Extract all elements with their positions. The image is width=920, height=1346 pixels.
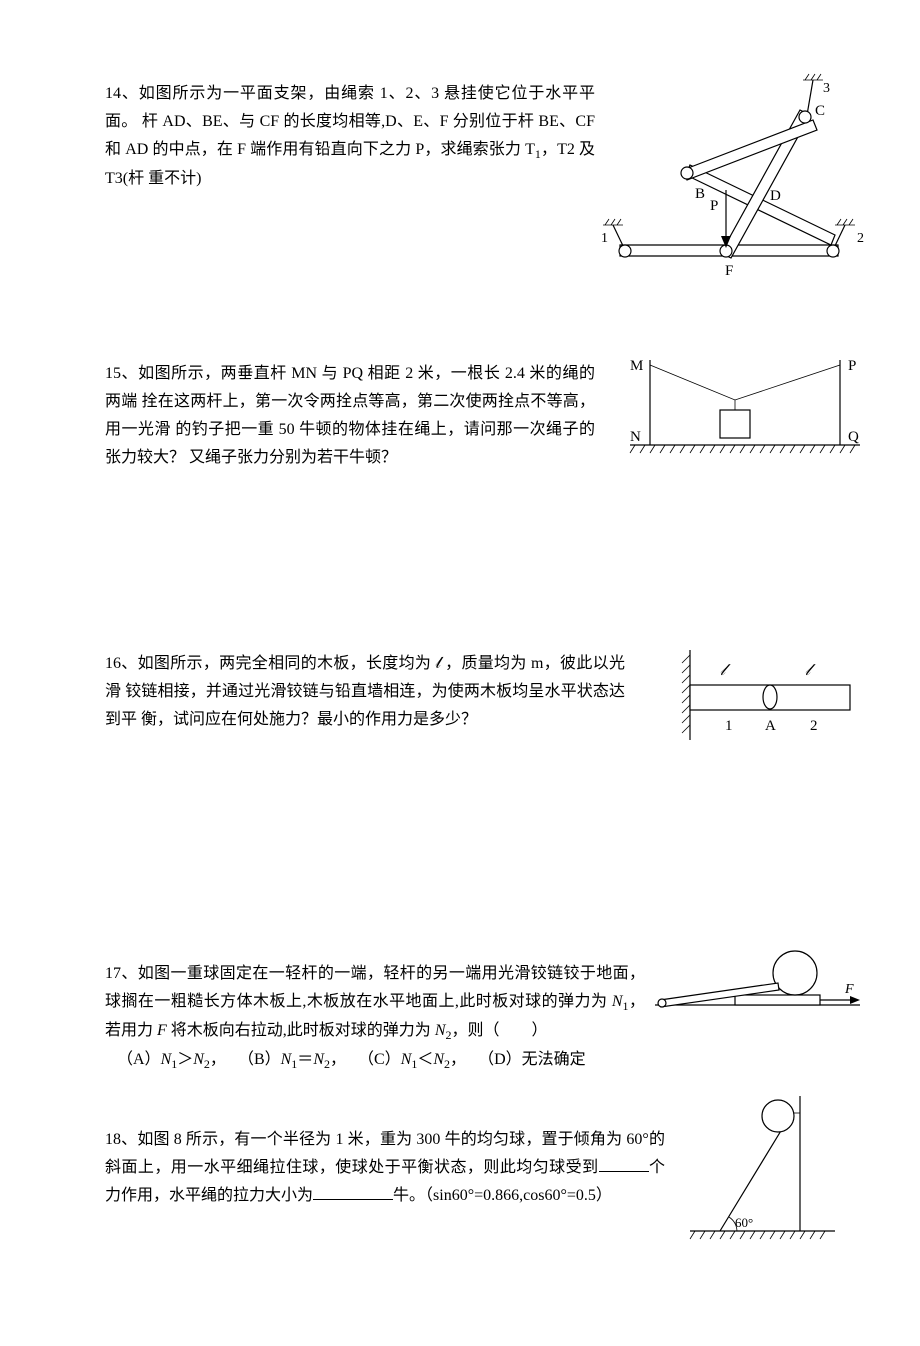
optC-pre: （C） (358, 1051, 401, 1068)
problem-15-text: 15、如图所示，两垂直杆 MN 与 PQ 相距 2 米，一根长 2.4 米的绳的… (105, 360, 595, 472)
q17-N1a: N (612, 993, 623, 1010)
lbl-F17: F (844, 982, 854, 997)
q18-l3: 力作用，水平绳的拉力大小为 (105, 1187, 313, 1204)
q16-num: 16、 (105, 655, 138, 672)
problem-16-text: 16、如图所示，两完全相同的木板，长度均为 𝓁 ，质量均为 m，彼此以光滑 铰链… (105, 650, 625, 734)
lbl-D: D (770, 188, 781, 204)
blank-1 (599, 1155, 649, 1172)
optD-pre: （D）无法确定 (478, 1051, 586, 1068)
problem-15: 15、如图所示，两垂直杆 MN 与 PQ 相距 2 米，一根长 2.4 米的绳的… (105, 360, 815, 530)
lbl-P: P (848, 358, 856, 374)
q15-l4: 又绳子张力分别为若干牛顿？ (189, 449, 397, 466)
q18-l2b: 个 (649, 1159, 665, 1176)
lbl-n1: 1 (725, 718, 733, 734)
q17-num: 17、 (105, 965, 138, 982)
problem-18-text: 18、如图 8 所示，有一个半径为 1 米，重为 300 牛的均匀球，置于倾角为… (105, 1126, 665, 1210)
q14-num: 14、 (105, 85, 139, 102)
q14-l4: 重不计) (148, 170, 201, 187)
blank-2 (313, 1183, 393, 1200)
q16-l3: 衡，试问应在何处施力？最小的作用力是多少？ (141, 711, 477, 728)
lbl-N: N (630, 429, 641, 445)
diagram-18: 60° (685, 1091, 845, 1251)
q18-l1: 如图 8 所示，有一个半径为 1 米，重为 300 牛的均匀球，置于倾角为 60… (137, 1131, 665, 1148)
q15-num: 15、 (105, 365, 138, 382)
q17-l1: 如图一重球固定在一轻杆的一端，轻杆的另一端用光滑铰链铰于地面， (138, 965, 645, 982)
diagram-14: B C D F P 1 2 3 (595, 70, 875, 300)
q18-num: 18、 (105, 1131, 137, 1148)
problem-14: 14、如图所示为一平面支架，由绳索 1、2、3 悬挂使它位于水平平面。 杆 AD… (105, 80, 815, 300)
diagram-16: 𝓁 𝓁 1 A 2 (665, 645, 865, 745)
lbl-F: F (725, 263, 733, 279)
q17-l3c: ，则（ ） (451, 1022, 547, 1039)
problem-16: 16、如图所示，两完全相同的木板，长度均为 𝓁 ，质量均为 m，彼此以光滑 铰链… (105, 650, 815, 800)
q17-l2: 球搁在一粗糙长方体木板上,木板放在水平地面上,此时板对球的弹力为 (105, 993, 612, 1010)
q17-F: F (157, 1022, 167, 1039)
lbl-C: C (815, 103, 825, 119)
optA-pre: （A） (117, 1051, 161, 1068)
problem-17: 17、如图一重球固定在一轻杆的一端，轻杆的另一端用光滑铰链铰于地面， 球搁在一粗… (105, 960, 815, 1076)
lbl-A: A (765, 718, 776, 734)
q17-l3: 若用力 (105, 1022, 157, 1039)
lbl-B: B (695, 186, 705, 202)
lbl-l2: 𝓁 (805, 662, 816, 679)
q18-l3b: 牛。（sin60°=0.866,cos60°=0.5） (393, 1187, 612, 1204)
lbl-60: 60° (735, 1215, 753, 1230)
problem-17-text: 17、如图一重球固定在一轻杆的一端，轻杆的另一端用光滑铰链铰于地面， 球搁在一粗… (105, 960, 645, 1076)
lbl-M: M (630, 358, 643, 374)
lbl-P: P (710, 198, 718, 214)
q17-l3b: 将木板向右拉动,此时板对球的弹力为 (167, 1022, 435, 1039)
q18-l2: 斜面上，用一水平细绳拉住球，使球处于平衡状态，则此均匀球受到 (105, 1159, 599, 1176)
lbl-1: 1 (601, 231, 608, 246)
lbl-l1: 𝓁 (720, 662, 731, 679)
optB-pre: （B） (238, 1051, 281, 1068)
q14-l3: 的中点，在 F 端作用有铅直向下之力 P，求绳索张力 T (152, 141, 534, 158)
problem-18: 18、如图 8 所示，有一个半径为 1 米，重为 300 牛的均匀球，置于倾角为… (105, 1126, 815, 1256)
diagram-15: M N P Q (620, 355, 870, 475)
q17-N2a: N (435, 1022, 446, 1039)
lbl-n2: 2 (810, 718, 818, 734)
lbl-Q: Q (848, 429, 859, 445)
lbl-2: 2 (857, 231, 864, 246)
lbl-3: 3 (823, 81, 830, 96)
diagram-17: F (650, 945, 870, 1020)
problem-14-text: 14、如图所示为一平面支架，由绳索 1、2、3 悬挂使它位于水平平面。 杆 AD… (105, 80, 595, 193)
